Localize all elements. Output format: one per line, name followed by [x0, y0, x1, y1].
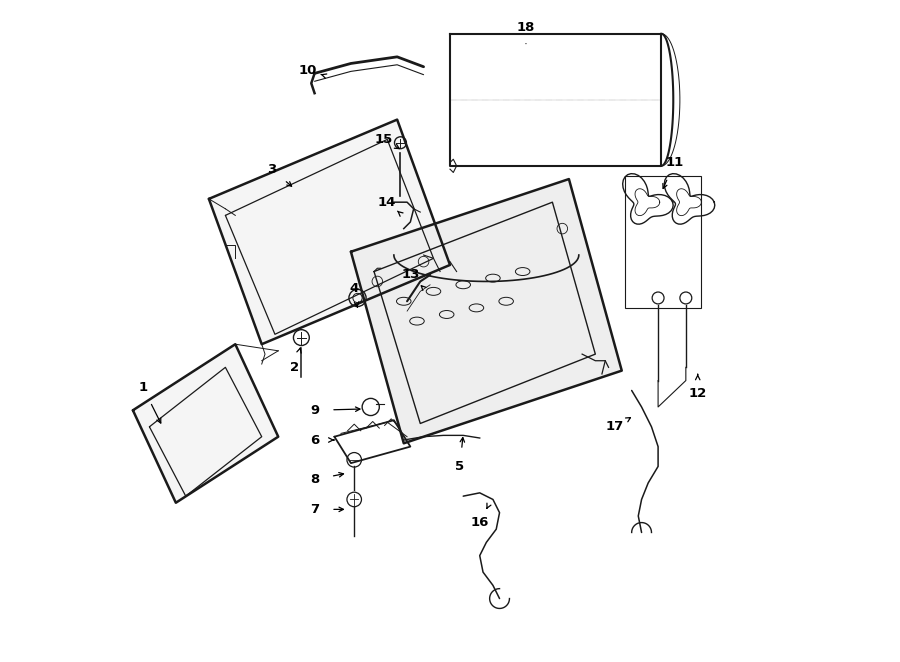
- Text: 8: 8: [310, 473, 320, 486]
- Text: 14: 14: [378, 196, 396, 209]
- Text: 6: 6: [310, 434, 320, 446]
- Text: 13: 13: [401, 268, 419, 281]
- Bar: [626, 175, 701, 308]
- Polygon shape: [209, 120, 450, 344]
- Text: 10: 10: [299, 64, 317, 77]
- Text: 1: 1: [139, 381, 148, 394]
- Text: 7: 7: [310, 503, 320, 516]
- Text: 9: 9: [310, 404, 320, 417]
- Text: 16: 16: [471, 516, 489, 529]
- Text: 11: 11: [665, 156, 684, 169]
- Text: 2: 2: [290, 361, 300, 374]
- Polygon shape: [133, 344, 278, 502]
- Text: 12: 12: [688, 387, 706, 401]
- Text: 5: 5: [455, 460, 464, 473]
- Polygon shape: [351, 179, 622, 444]
- Text: 17: 17: [606, 420, 625, 434]
- Text: 18: 18: [517, 21, 535, 34]
- Text: 4: 4: [349, 281, 359, 295]
- Text: 3: 3: [267, 163, 276, 175]
- Text: 15: 15: [374, 133, 393, 146]
